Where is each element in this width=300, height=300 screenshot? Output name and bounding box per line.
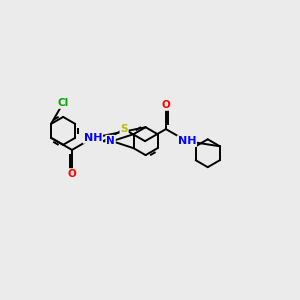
Text: NH: NH	[178, 136, 196, 146]
Text: NH: NH	[84, 133, 102, 143]
Text: S: S	[120, 124, 128, 134]
Text: O: O	[68, 169, 76, 179]
Text: S: S	[107, 137, 114, 147]
Text: N: N	[106, 136, 115, 146]
Text: Cl: Cl	[58, 98, 69, 108]
Text: O: O	[161, 100, 170, 110]
